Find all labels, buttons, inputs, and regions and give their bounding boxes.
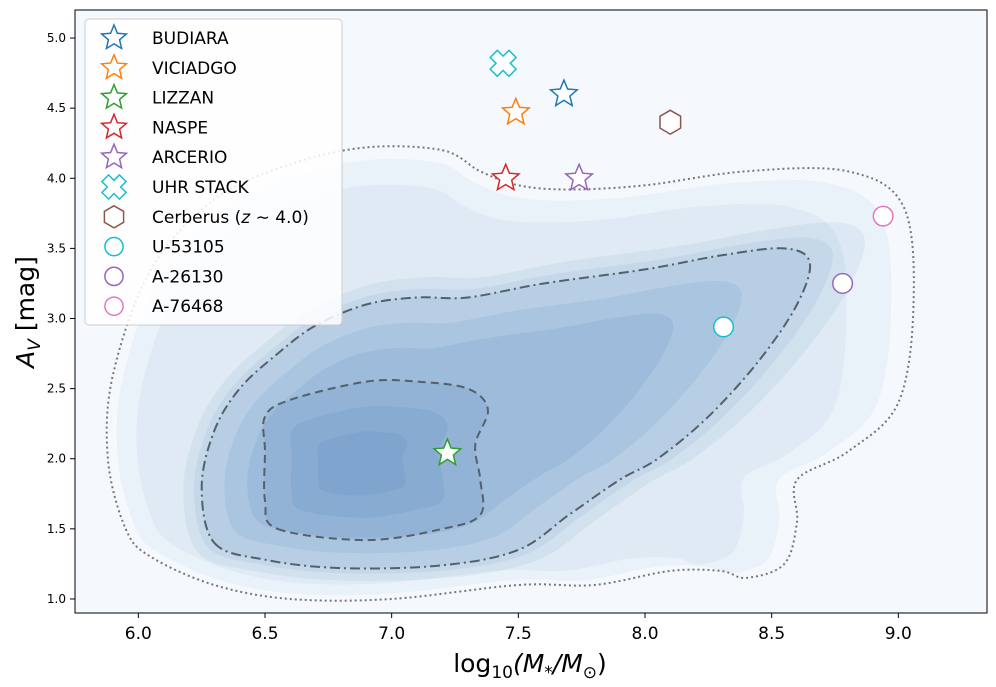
marker-a-76468 [872,205,894,227]
legend-marker [99,112,129,140]
legend-frame [84,18,343,326]
legend-entry: Cerberus (z ∼ 4.0) [103,204,309,229]
y-tick-label: 2.0 [47,452,66,466]
marker-a-26130 [832,272,854,295]
legend-label: U-53105 [152,238,225,258]
marker-viciadgo [500,96,531,126]
legend-marker [99,142,129,170]
marker-u-53105 [712,316,735,338]
density-level [224,280,742,554]
y-tick-label: 3.0 [47,312,66,326]
legend-label: UHR STACK [152,178,249,198]
legend-entry: BUDIARA [99,23,229,51]
legend-label: LIZZAN [152,89,214,109]
density-level [201,248,811,569]
y-tick-label: 3.5 [47,241,66,255]
x-tick-label: 9.0 [885,624,912,644]
legend-marker [104,236,124,257]
legend-marker [99,52,129,80]
density-level [263,379,488,541]
y-tick-label: 2.5 [47,382,66,396]
marker-budiara [548,78,580,108]
contour-lines [105,145,915,602]
legend-entry: ARCERIO [99,142,227,170]
legend-label: Cerberus (z ∼ 4.0) [152,208,309,228]
marker-lizzan [432,437,463,467]
y-tick-label: 1.5 [47,522,66,536]
marker-naspe [490,162,521,192]
legend-marker [100,173,128,201]
legend-entry: U-53105 [104,236,225,258]
density-level [194,237,833,574]
legend-entry: A-76468 [104,296,223,317]
density-level [247,313,674,538]
x-axis-ticks: 6.0 6.5 7.0 7.5 8.0 8.5 9.0 [125,613,912,644]
legend-label: VICIADGO [152,59,237,79]
density-level [183,222,865,581]
density-level [317,431,408,496]
marker-cerberus-z-4-0 [659,109,682,135]
marker-uhr-stack [489,49,518,78]
legend-marker [99,23,129,51]
y-tick-label: 4.5 [47,101,66,115]
legend-entry: NASPE [99,112,208,140]
x-axis-label: log10(M*/M⊙) [453,649,607,683]
x-tick-label: 7.0 [378,624,405,644]
x-tick-label: 8.0 [631,624,658,644]
y-axis-ticks: 1.0 1.5 2.0 2.5 3.0 3.5 4.0 4.5 5.0 [47,31,75,606]
legend-entry: A-26130 [104,266,223,287]
y-tick-label: 5.0 [47,31,66,45]
y-tick-label: 1.0 [47,592,66,606]
x-tick-label: 6.5 [251,624,278,644]
legend-entry: VICIADGO [99,52,237,80]
density-layer [75,10,987,613]
legend-label: BUDIARA [152,29,229,49]
legend-marker [99,82,129,110]
legend: BUDIARA VICIADGO LIZZAN NASPE ARCERIO UHR STA… [84,18,343,326]
legend-entry: LIZZAN [99,82,214,110]
marker-arcerio [563,162,595,192]
legend-marker [103,204,125,229]
contour-dashed [262,378,489,542]
contour-dotted [105,145,915,602]
density-level [290,405,448,518]
y-axis-label: AV [mag] [11,256,45,370]
legend-label: ARCERIO [152,148,227,168]
data-markers [432,49,894,467]
x-tick-label: 8.5 [758,624,785,644]
x-tick-label: 7.5 [505,624,532,644]
legend-marker [104,266,124,287]
legend-label: A-26130 [152,267,223,287]
y-tick-label: 4.0 [47,171,66,185]
x-tick-label: 6.0 [125,624,152,644]
plot-frame [74,9,988,614]
legend-entry: UHR STACK [100,173,249,201]
contour-dashdot [200,247,812,570]
legend-marker [104,296,124,317]
legend-label: A-76468 [152,297,223,317]
legend-label: NASPE [152,118,208,138]
